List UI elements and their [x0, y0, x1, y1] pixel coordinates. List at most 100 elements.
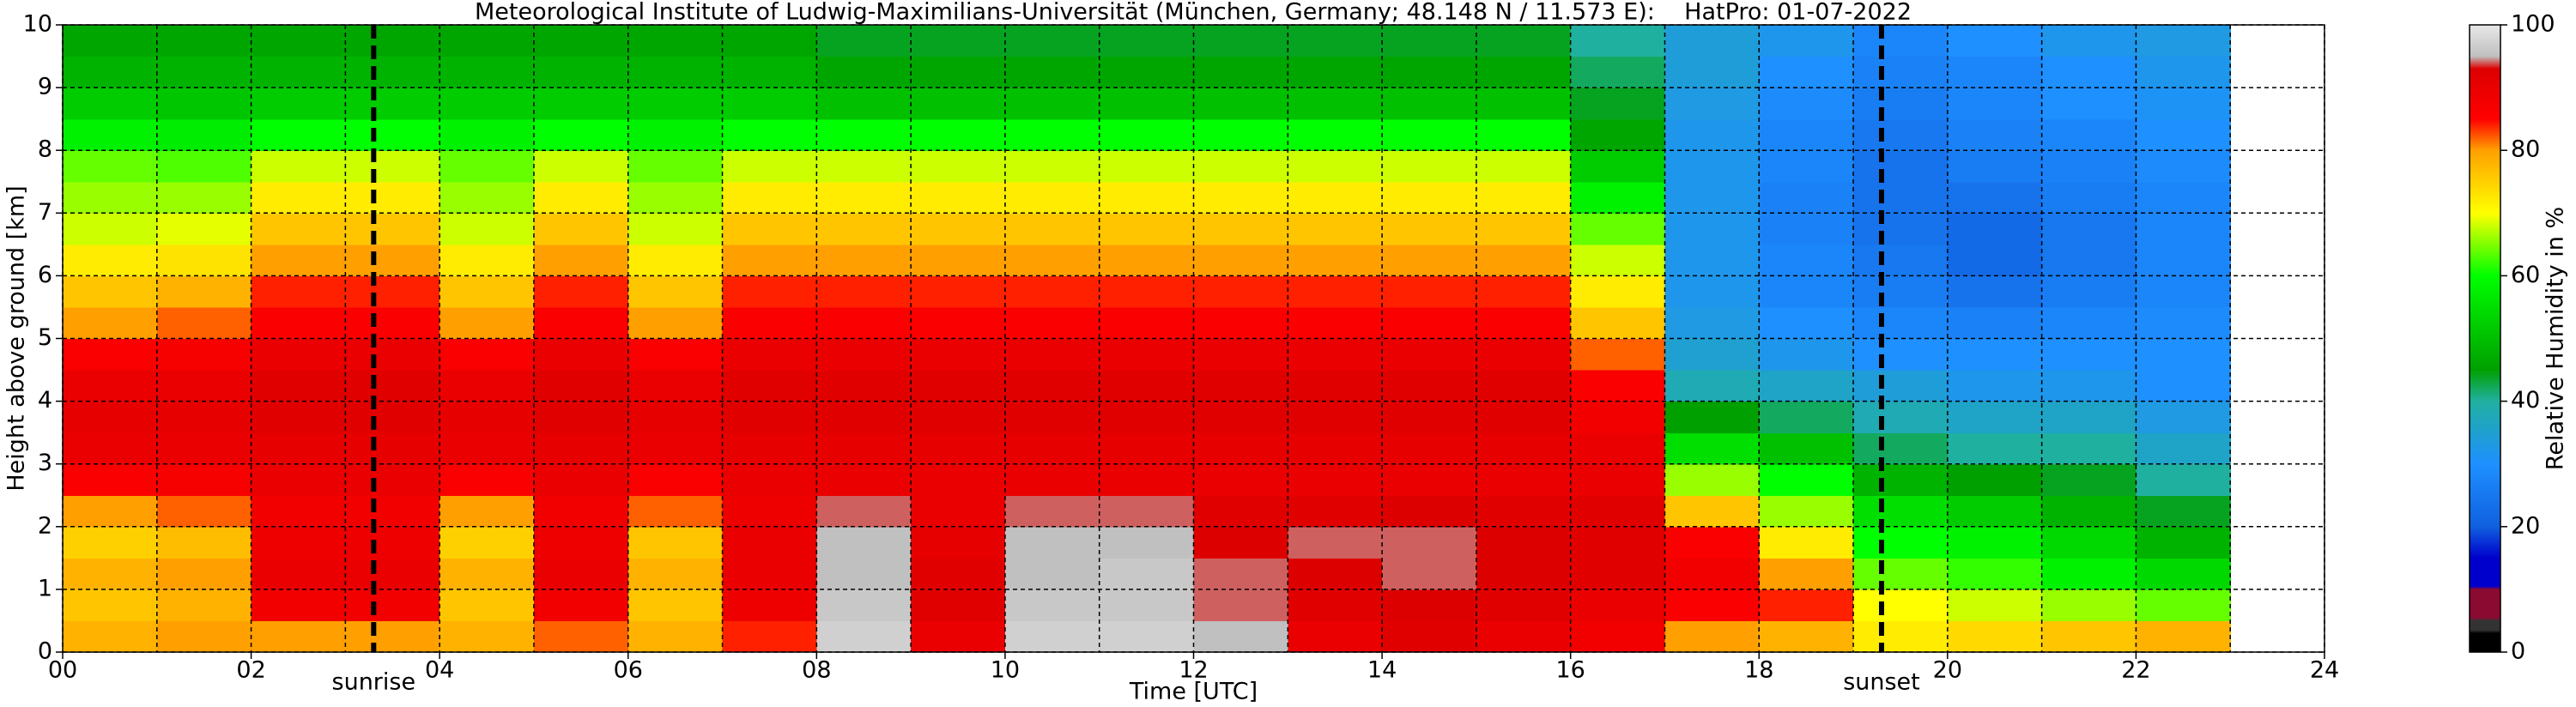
heatmap-cell [1947, 275, 2043, 308]
heatmap-cell [911, 495, 1006, 528]
heatmap-cell [2136, 181, 2231, 214]
y-tick-label: 3 [38, 450, 52, 476]
heatmap-cell [1947, 589, 2043, 622]
x-axis-label: Time [UTC] [1129, 679, 1258, 705]
heatmap-cell [627, 25, 724, 57]
heatmap-cell [1193, 181, 1288, 214]
heatmap-cell [1193, 495, 1288, 528]
colorbar-tick-label: 0 [2511, 638, 2525, 665]
heatmap-cell [251, 370, 346, 402]
heatmap-cell [1099, 306, 1195, 340]
heatmap-cell [1570, 401, 1666, 433]
heatmap-cell [1099, 370, 1195, 402]
heatmap-cell [439, 118, 535, 151]
heatmap-cell [816, 558, 912, 590]
heatmap-cell [1947, 463, 2043, 496]
heatmap-cell [533, 589, 629, 622]
heatmap-cell [345, 118, 440, 151]
heatmap-cell [2136, 495, 2231, 528]
heatmap-cell [2136, 306, 2231, 340]
heatmap-cell [911, 401, 1006, 433]
heatmap-cell [1004, 558, 1100, 590]
heatmap-cell [251, 620, 346, 653]
heatmap-cell [2041, 88, 2137, 120]
heatmap-cell [1853, 56, 1949, 88]
heatmap-cell [1664, 401, 1760, 433]
heatmap-cell [1947, 432, 2043, 465]
heatmap-cell [816, 244, 912, 276]
heatmap-cell [1476, 244, 1572, 276]
heatmap-cell [1288, 244, 1383, 276]
heatmap-cell [1099, 620, 1195, 653]
heatmap-cell [627, 370, 724, 402]
heatmap-cell [1382, 150, 1477, 183]
heatmap-cell [722, 558, 817, 590]
colorbar-tick-label: 40 [2511, 387, 2540, 414]
heatmap-cell [63, 275, 158, 308]
heatmap-cell [439, 150, 535, 183]
annotation-label: sunset [1843, 669, 1920, 696]
heatmap-cell [533, 495, 629, 528]
colorbar-tick-label: 100 [2511, 11, 2555, 38]
heatmap-cell [1099, 589, 1195, 622]
colorbar-label: Relative Humidity in % [2543, 207, 2569, 470]
heatmap-cell [439, 526, 535, 559]
heatmap-cell [2041, 526, 2137, 559]
y-tick-label: 4 [38, 387, 52, 414]
heatmap-cell [1288, 338, 1383, 371]
heatmap-cell [627, 589, 724, 622]
heatmap-cell [1664, 275, 1760, 308]
x-tick-label: 14 [1367, 657, 1397, 684]
x-tick-label: 10 [991, 657, 1020, 684]
heatmap-cell [156, 56, 252, 88]
heatmap-cell [1853, 244, 1949, 276]
heatmap-cell [533, 181, 629, 214]
heatmap-cell [1099, 495, 1195, 528]
heatmap-cell [1759, 56, 1854, 88]
heatmap-cell [1759, 275, 1854, 308]
heatmap-cell [533, 56, 629, 88]
heatmap-cell [1664, 370, 1760, 402]
heatmap-cell [2136, 463, 2231, 496]
heatmap-cell [533, 526, 629, 559]
heatmap-cell [1759, 118, 1854, 151]
heatmap-cell [911, 338, 1006, 371]
heatmap-cell [1570, 526, 1666, 559]
heatmap-cell [63, 88, 158, 120]
heatmap-cell [1288, 88, 1383, 120]
heatmap-cell [1759, 244, 1854, 276]
heatmap-cell [1947, 401, 2043, 433]
heatmap-cell [1004, 118, 1100, 151]
heatmap-cell [251, 213, 346, 245]
heatmap-cell [156, 118, 252, 151]
heatmap-cell [1193, 88, 1288, 120]
heatmap-cell [1664, 118, 1760, 151]
heatmap-cell [1664, 526, 1760, 559]
y-axis-label: Height above ground [km] [3, 185, 30, 491]
heatmap-cell [816, 181, 912, 214]
heatmap-cell [911, 370, 1006, 402]
heatmap-cell [251, 432, 346, 465]
heatmap-cell [627, 181, 724, 214]
heatmap-cell [911, 526, 1006, 559]
heatmap-cell [2041, 338, 2137, 371]
heatmap-cell [1099, 88, 1195, 120]
heatmap-cell [1476, 401, 1572, 433]
heatmap-cell [1664, 589, 1760, 622]
heatmap-cell [1288, 495, 1383, 528]
heatmap-cell [1004, 181, 1100, 214]
heatmap-cell [1853, 370, 1949, 402]
heatmap-cell [439, 213, 535, 245]
heatmap-cell [2041, 495, 2137, 528]
y-tick-label: 0 [38, 638, 52, 665]
heatmap-cell [1476, 306, 1572, 340]
heatmap-cell [1382, 558, 1477, 590]
heatmap-cell [1664, 620, 1760, 653]
heatmap-cell [439, 338, 535, 371]
heatmap-cell [1664, 495, 1760, 528]
heatmap-cell [63, 181, 158, 214]
heatmap-cell [533, 275, 629, 308]
heatmap-cell [533, 88, 629, 120]
heatmap-cell [533, 118, 629, 151]
